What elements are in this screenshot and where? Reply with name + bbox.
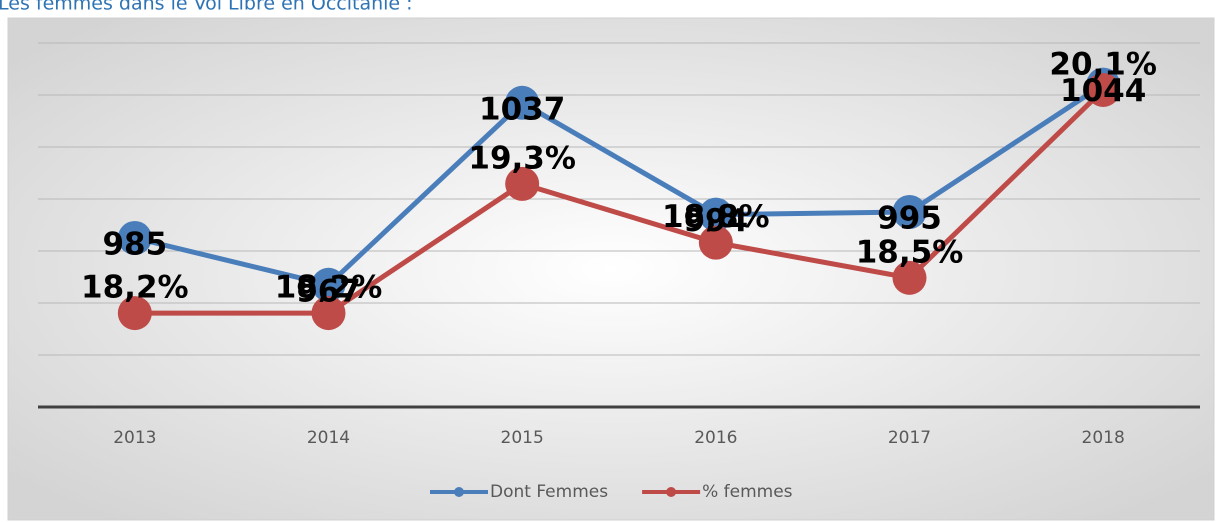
legend-label: Dont Femmes xyxy=(490,482,608,502)
x-tick-label: 2014 xyxy=(307,428,350,448)
data-label: 19,3% xyxy=(468,140,576,176)
data-label: 1044 xyxy=(1060,73,1146,109)
x-tick-label: 2016 xyxy=(694,428,737,448)
data-label: 18,5% xyxy=(856,234,964,270)
data-label: 20,1% xyxy=(1049,46,1157,82)
data-point xyxy=(117,221,152,255)
data-point xyxy=(698,197,733,232)
data-label: 18,2% xyxy=(275,270,383,306)
data-label: 18,8% xyxy=(662,199,770,235)
data-point xyxy=(892,260,927,295)
data-point xyxy=(1086,72,1121,107)
data-point xyxy=(505,85,540,120)
data-label: 985 xyxy=(102,227,167,263)
data-point xyxy=(505,166,540,201)
x-tick-label: 2018 xyxy=(1082,428,1125,448)
data-label: 995 xyxy=(877,201,942,237)
legend-marker xyxy=(454,487,464,497)
chart-title: Les femmes dans le Vol Libre en Occitani… xyxy=(0,0,413,15)
series-line xyxy=(134,82,1105,288)
data-point xyxy=(892,195,927,229)
legend-label: % femmes xyxy=(702,482,793,502)
x-tick-label: 2017 xyxy=(888,428,931,448)
data-label: 994 xyxy=(683,203,748,239)
legend-marker xyxy=(666,487,677,497)
chart-area xyxy=(7,17,1215,521)
data-label: 967 xyxy=(296,273,361,309)
data-label: 1037 xyxy=(479,91,565,127)
legend: Dont Femmes % femmes xyxy=(430,482,793,502)
x-tick-label: 2015 xyxy=(501,428,544,448)
x-tick-label: 2013 xyxy=(113,428,156,448)
data-point xyxy=(698,225,733,260)
data-point xyxy=(311,296,346,331)
data-point xyxy=(311,267,346,302)
series-line xyxy=(134,88,1105,316)
data-point xyxy=(117,296,152,331)
data-label: 18,2% xyxy=(81,270,189,306)
